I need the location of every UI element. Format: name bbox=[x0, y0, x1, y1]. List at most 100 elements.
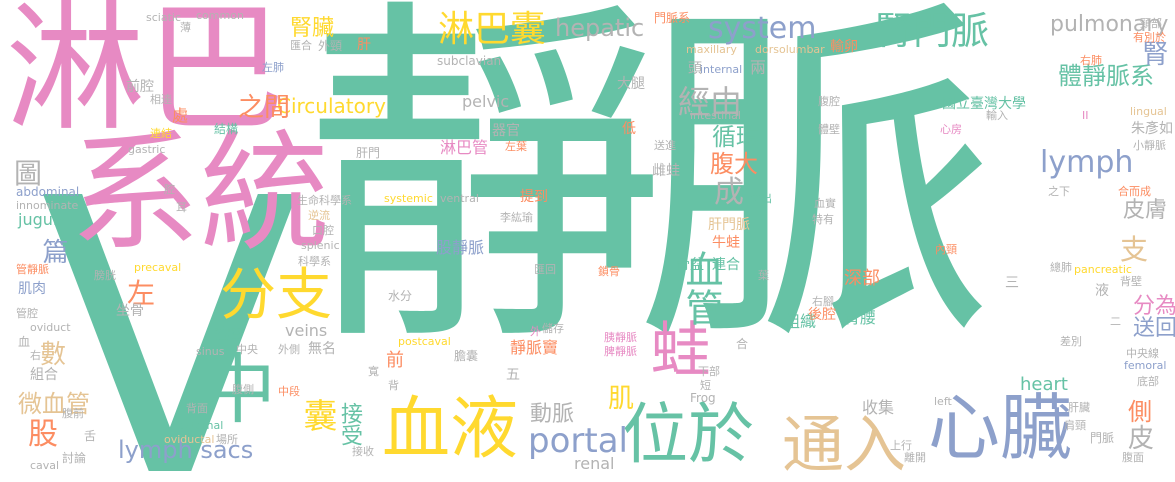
word-suogu: 鎖骨 bbox=[598, 265, 620, 278]
word-beibi: 背壁 bbox=[1120, 275, 1142, 288]
word-oviductal: oviductal bbox=[164, 433, 215, 446]
word-linba: 淋巴 bbox=[5, 0, 286, 151]
word-niuwa: 牛蛙 bbox=[712, 235, 740, 251]
word-xinzang: 心臟 bbox=[928, 386, 1073, 470]
word-shao: 舌 bbox=[84, 429, 97, 443]
word-ventral: ventral bbox=[440, 192, 479, 205]
word-shouji: 收集 bbox=[862, 398, 895, 417]
word-ye: 葉 bbox=[758, 269, 769, 282]
word-waijing: 外頸 bbox=[318, 39, 343, 53]
word-fumian: 腹面 bbox=[1122, 451, 1144, 464]
word-xinfang: 心房 bbox=[940, 123, 962, 136]
word-kouqiang: 口腔 bbox=[312, 224, 334, 237]
word-songhui: 送回 bbox=[1133, 316, 1175, 341]
word-waice: 外側 bbox=[278, 343, 300, 356]
word-sanjiao: 三 bbox=[1005, 275, 1019, 291]
word-left: left bbox=[934, 395, 952, 408]
word-frog: Frog bbox=[690, 391, 716, 405]
word-linbanang: 淋巴囊 bbox=[438, 9, 547, 50]
word-lymph: lymph bbox=[1040, 145, 1134, 180]
word-zuhe: 組合 bbox=[30, 367, 58, 383]
word-zhongyangxian: 中央線 bbox=[1126, 347, 1159, 360]
word-guoli: 國立臺灣大學 bbox=[942, 96, 1026, 112]
word-houqiang: 後腔 bbox=[808, 307, 836, 323]
word-lixijing: 李紘瑜 bbox=[500, 211, 533, 224]
word-pi: 皮 bbox=[1128, 424, 1155, 454]
word-jingbu: 頸部 bbox=[1140, 17, 1162, 30]
word-youfei: 右肺 bbox=[1080, 54, 1102, 67]
word-abdominal: abdominal bbox=[16, 185, 80, 199]
word-jingyou: 經由 bbox=[678, 83, 743, 121]
word-piqiang: 脾靜脈 bbox=[604, 345, 637, 358]
word-tou: 頭 bbox=[688, 61, 702, 77]
word-bingqiang: 體腔 bbox=[213, 327, 241, 343]
word-dorsolumbar: dorsolumbar bbox=[755, 43, 825, 56]
word-shengmingkexue: 生命科學系 bbox=[297, 194, 352, 207]
word-lingual: lingual bbox=[1130, 105, 1167, 118]
word-didi: 底部 bbox=[1137, 375, 1159, 388]
word-xiangtong: 相連 bbox=[150, 93, 172, 106]
word-circulatory: Circulatory bbox=[277, 94, 386, 118]
word-jieshou: 接受 bbox=[337, 402, 362, 446]
word-lianhe: 連合 bbox=[712, 257, 740, 273]
word-er: 二 bbox=[1110, 315, 1121, 328]
word-oviduct: oviduct bbox=[30, 321, 71, 334]
word-portal: portal bbox=[528, 421, 628, 461]
word-fuqian: 腹前 bbox=[62, 407, 84, 420]
word-tu: 圖 bbox=[14, 157, 43, 190]
word-dadui: 大腿 bbox=[617, 76, 645, 92]
word-shuru: 輸入 bbox=[986, 109, 1008, 122]
word-guopen: 骨盆 bbox=[676, 257, 704, 273]
word-ji: 肌 bbox=[608, 384, 635, 414]
word-fenwei: 分為 bbox=[1133, 294, 1175, 319]
word-wa: 蛙 bbox=[640, 318, 710, 378]
word-liang: 兩 bbox=[750, 58, 767, 77]
word-shenbu: 深部 bbox=[844, 268, 880, 289]
word-gan2: 腔 bbox=[164, 183, 175, 196]
word-youbie: 有別於 bbox=[1133, 31, 1166, 44]
word-jirou: 肌肉 bbox=[18, 281, 46, 297]
word-gastric: gastric bbox=[128, 143, 166, 156]
word-neijing: 內頸 bbox=[935, 243, 957, 256]
word-shenmenmai: 腎門脈 bbox=[875, 9, 990, 53]
word-jiegou: 結構 bbox=[214, 122, 239, 136]
word-shangxing: 上行 bbox=[890, 439, 912, 452]
word-guanmen: 肝門 bbox=[356, 146, 381, 160]
word-zhong: 中 bbox=[200, 345, 276, 434]
word-qiguan: 器官 bbox=[492, 123, 520, 139]
word-jingmaidou: 靜脈竇 bbox=[510, 338, 559, 357]
word-bingqiang2: 腹腔 bbox=[818, 95, 840, 108]
word-shuifen: 水分 bbox=[388, 289, 413, 303]
word-nang: 囊 bbox=[297, 398, 337, 432]
word-yezhuang: 液 bbox=[1095, 283, 1109, 299]
word-pancreatic: pancreatic bbox=[1074, 263, 1132, 276]
word-sciatic: sciatic bbox=[146, 11, 181, 24]
word-ce: 側 bbox=[1128, 398, 1152, 426]
word-shen: 腎 bbox=[1138, 40, 1168, 66]
word-jugular: jugular bbox=[18, 210, 74, 229]
word-tijingmaixi: 體靜脈系 bbox=[1058, 62, 1154, 90]
word-fuda: 腹大 bbox=[710, 150, 758, 178]
word-xueshi: 血實 bbox=[814, 197, 836, 210]
word-ganzang: 肝臟 bbox=[1068, 401, 1090, 414]
word-ganmenmai: 肝門脈 bbox=[708, 217, 750, 233]
word-xiabu: 下部 bbox=[698, 365, 720, 378]
word-he: 合 bbox=[736, 337, 749, 351]
word-internal: internal bbox=[700, 63, 743, 76]
word-postcaval: postcaval bbox=[398, 335, 451, 348]
word-zuo: 左 bbox=[127, 277, 156, 310]
word-heart: heart bbox=[1020, 374, 1068, 395]
word-zuofei: 左肺 bbox=[262, 61, 284, 74]
word-v: V bbox=[40, 118, 300, 482]
word-chang: 場所 bbox=[216, 433, 238, 446]
word-hepatic: hepatic bbox=[555, 14, 645, 42]
word-you: 右 bbox=[30, 349, 41, 362]
word-renal: renal bbox=[574, 454, 615, 473]
word-tongru: 通入 bbox=[782, 408, 907, 481]
word-er2: 耳 bbox=[176, 201, 187, 214]
word-taolun: 討論 bbox=[62, 451, 87, 465]
word-innominate: innominate bbox=[16, 199, 79, 212]
word-chucun: 儲存 bbox=[542, 322, 564, 335]
word-teyou: 特有 bbox=[812, 213, 834, 226]
word-weiyu: 位於 bbox=[622, 396, 754, 473]
